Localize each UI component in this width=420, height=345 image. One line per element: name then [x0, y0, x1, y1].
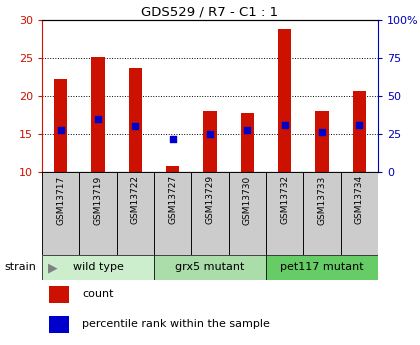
Bar — [241, 114, 254, 172]
Text: GSM13717: GSM13717 — [56, 175, 65, 225]
Bar — [54, 79, 67, 172]
Bar — [79, 172, 117, 255]
Point — [57, 127, 64, 133]
Text: pet117 mutant: pet117 mutant — [280, 263, 364, 273]
Point — [94, 116, 101, 121]
Bar — [203, 111, 217, 172]
Bar — [353, 91, 366, 172]
Text: GSM13730: GSM13730 — [243, 175, 252, 225]
Bar — [117, 172, 154, 255]
Bar — [42, 172, 79, 255]
Text: GSM13729: GSM13729 — [205, 175, 215, 225]
Bar — [49, 316, 69, 333]
Text: GSM13727: GSM13727 — [168, 175, 177, 225]
Text: ▶: ▶ — [48, 261, 58, 274]
Bar — [92, 57, 105, 172]
Bar — [303, 172, 341, 255]
Bar — [266, 255, 378, 280]
Text: GSM13722: GSM13722 — [131, 175, 140, 224]
Point — [169, 136, 176, 141]
Point — [356, 122, 363, 128]
Text: GSM13734: GSM13734 — [355, 175, 364, 225]
Bar — [166, 166, 179, 172]
Point — [132, 124, 139, 129]
Bar — [315, 111, 328, 172]
Text: grx5 mutant: grx5 mutant — [175, 263, 245, 273]
Bar — [266, 172, 303, 255]
Text: count: count — [82, 289, 114, 299]
Title: GDS529 / R7 - C1 : 1: GDS529 / R7 - C1 : 1 — [142, 6, 278, 19]
Bar — [278, 29, 291, 172]
Bar — [129, 68, 142, 172]
Text: GSM13719: GSM13719 — [94, 175, 102, 225]
Bar — [154, 172, 192, 255]
Point — [207, 131, 213, 137]
Bar — [341, 172, 378, 255]
Bar — [154, 255, 266, 280]
Text: strain: strain — [4, 263, 36, 273]
Bar — [192, 172, 228, 255]
Point — [319, 129, 326, 135]
Text: wild type: wild type — [73, 263, 123, 273]
Text: GSM13733: GSM13733 — [318, 175, 326, 225]
Point — [281, 122, 288, 128]
Bar — [228, 172, 266, 255]
Text: GSM13732: GSM13732 — [280, 175, 289, 225]
Point — [244, 127, 251, 133]
Bar — [42, 255, 154, 280]
Bar — [49, 286, 69, 303]
Text: percentile rank within the sample: percentile rank within the sample — [82, 319, 270, 329]
